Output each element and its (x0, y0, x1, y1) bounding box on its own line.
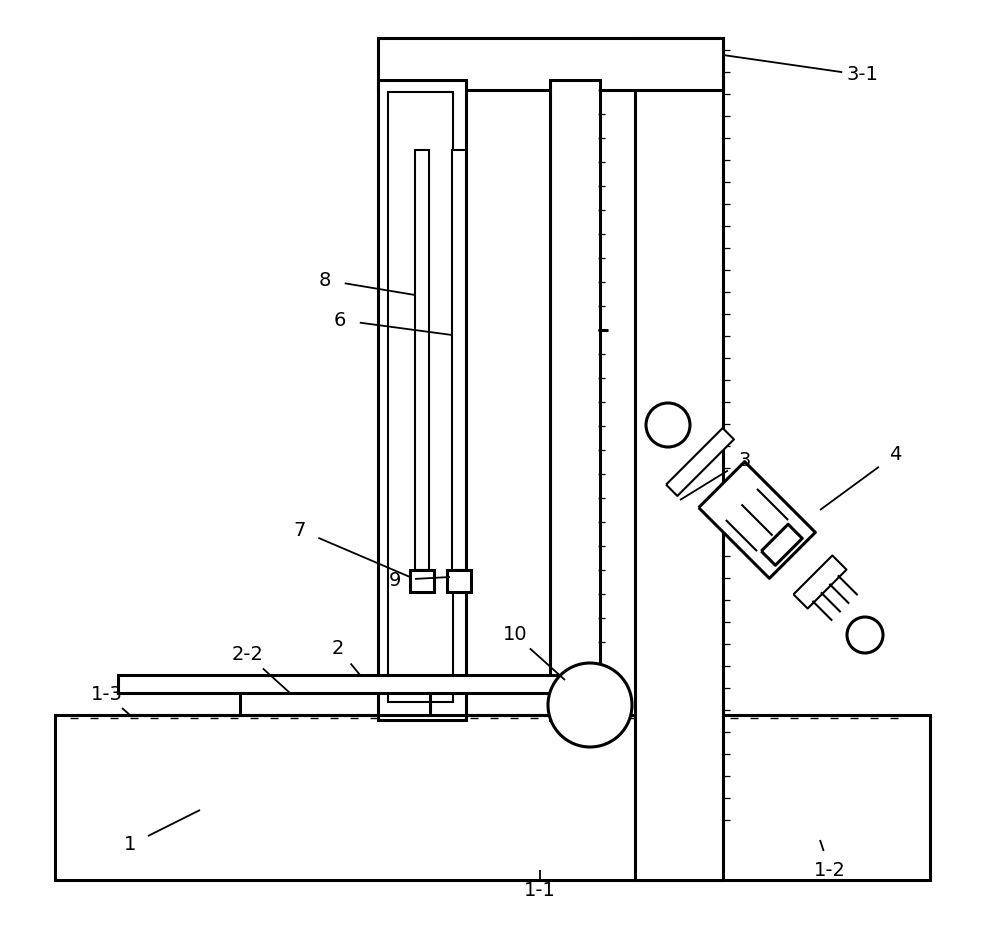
Text: 10: 10 (503, 625, 527, 645)
Bar (378, 80, 466, 720)
Bar (410, 570, 434, 592)
Bar (635, 38, 723, 880)
Text: 2: 2 (332, 638, 344, 658)
Text: 6: 6 (334, 311, 346, 329)
Bar (550, 80, 600, 720)
Bar (378, 38, 723, 90)
Bar (388, 92, 453, 702)
Bar (415, 150, 429, 570)
Text: 1-3: 1-3 (91, 686, 123, 704)
Text: 1-1: 1-1 (524, 881, 556, 899)
Polygon shape (761, 524, 802, 565)
Circle shape (646, 403, 690, 447)
Polygon shape (699, 462, 815, 578)
Text: 7: 7 (294, 521, 306, 539)
Circle shape (548, 663, 632, 747)
Text: 4: 4 (889, 445, 901, 465)
Polygon shape (666, 428, 734, 496)
Text: 1-2: 1-2 (814, 860, 846, 880)
Bar (118, 675, 618, 693)
Text: 1: 1 (124, 835, 136, 855)
Bar (55, 715, 930, 880)
Text: 3-1: 3-1 (846, 65, 878, 85)
Circle shape (847, 617, 883, 653)
Text: 8: 8 (319, 271, 331, 289)
Text: 2-2: 2-2 (232, 646, 264, 664)
Text: 3: 3 (739, 451, 751, 469)
Bar (447, 570, 471, 592)
Bar (452, 150, 466, 570)
Polygon shape (793, 555, 847, 608)
Text: 9: 9 (389, 570, 401, 590)
